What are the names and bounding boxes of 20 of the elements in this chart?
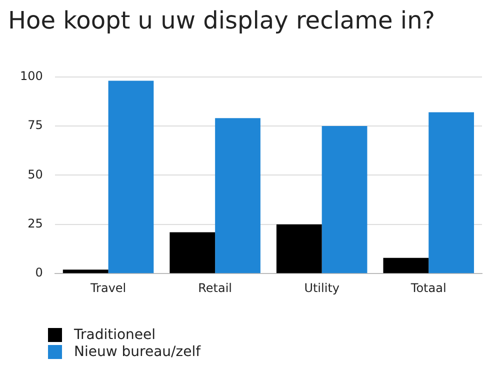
chart-title: Hoe koopt u uw display reclame in? <box>8 6 436 35</box>
bar <box>108 80 154 274</box>
legend-label: Traditioneel <box>74 326 156 342</box>
bar <box>170 232 216 274</box>
x-tick-label: Retail <box>198 280 232 295</box>
bar <box>62 270 108 274</box>
y-tick-label: 0 <box>35 266 43 280</box>
x-tick-label: Utility <box>304 280 340 295</box>
bar <box>383 258 429 274</box>
x-tick-label: Totaal <box>410 280 446 295</box>
y-tick-label: 75 <box>28 118 43 132</box>
legend-label: Nieuw bureau/zelf <box>74 344 201 360</box>
bar <box>428 112 474 274</box>
y-tick-label: 50 <box>28 167 43 182</box>
bar <box>215 118 260 274</box>
bar <box>322 126 368 274</box>
x-tick-label: Travel <box>89 280 126 295</box>
y-tick-label: 100 <box>20 68 43 83</box>
y-tick-label: 25 <box>28 216 43 231</box>
bar <box>276 224 322 274</box>
